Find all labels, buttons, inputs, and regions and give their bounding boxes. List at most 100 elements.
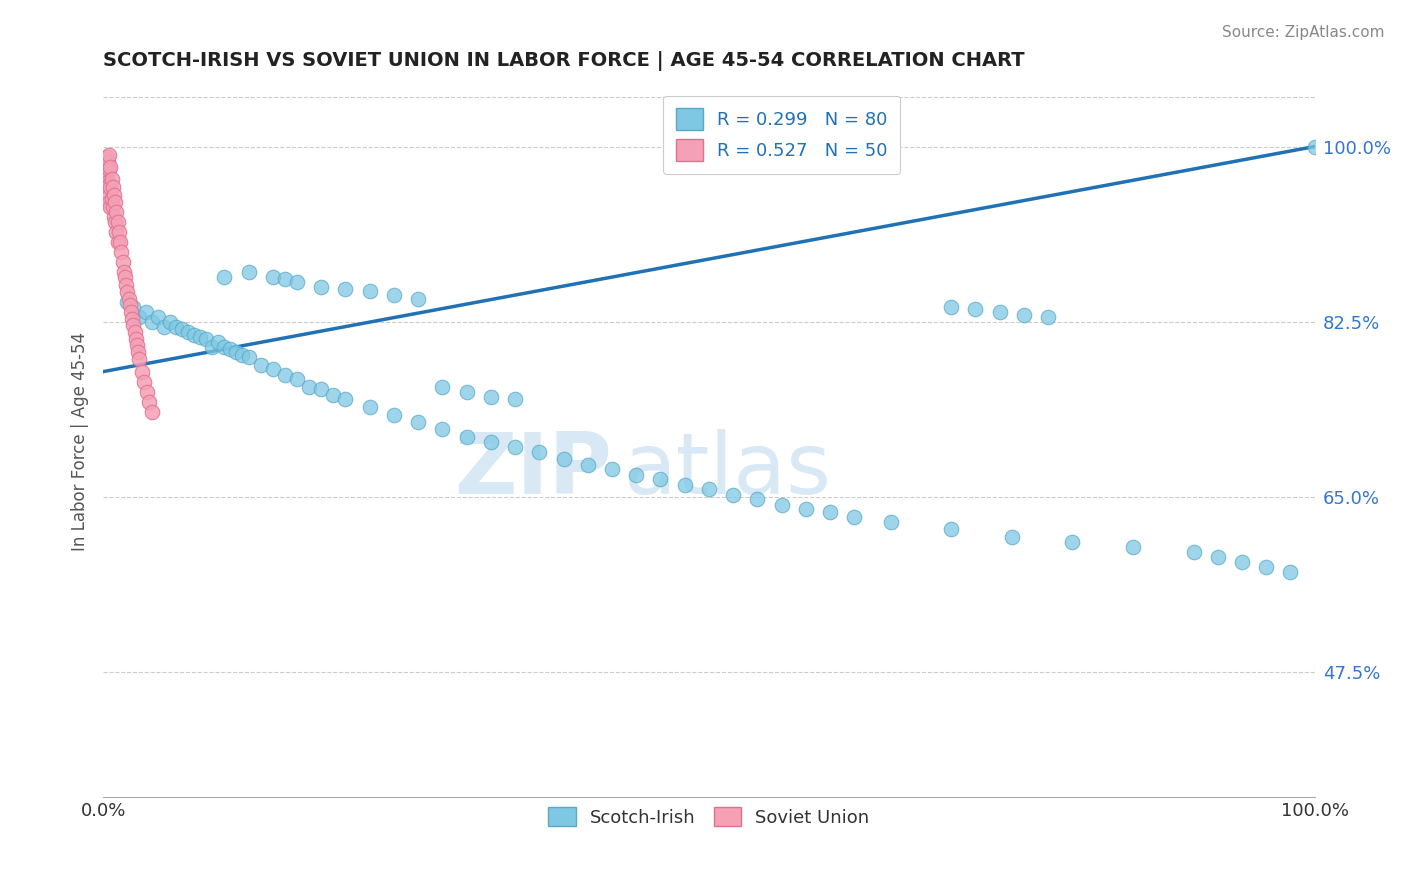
- Point: [138, 394, 160, 409]
- Point: [553, 451, 575, 466]
- Point: [96, 179, 118, 194]
- Point: [170, 321, 193, 335]
- Point: [100, 171, 122, 186]
- Point: [100, 179, 122, 194]
- Point: [285, 275, 308, 289]
- Point: [432, 422, 454, 436]
- Point: [98, 178, 121, 192]
- Point: [1279, 565, 1302, 579]
- Point: [115, 277, 138, 292]
- Point: [1303, 139, 1326, 153]
- Text: atlas: atlas: [624, 428, 832, 511]
- Point: [503, 392, 526, 406]
- Point: [152, 319, 174, 334]
- Point: [100, 160, 122, 174]
- Point: [1001, 530, 1024, 544]
- Point: [274, 368, 297, 382]
- Point: [274, 271, 297, 285]
- Point: [128, 351, 150, 366]
- Point: [107, 235, 129, 249]
- Point: [177, 325, 200, 339]
- Point: [104, 214, 127, 228]
- Point: [965, 301, 987, 316]
- Point: [238, 350, 260, 364]
- Point: [107, 214, 129, 228]
- Point: [105, 204, 128, 219]
- Point: [103, 210, 125, 224]
- Point: [97, 154, 120, 169]
- Point: [794, 501, 817, 516]
- Point: [231, 348, 253, 362]
- Point: [183, 327, 205, 342]
- Point: [122, 300, 145, 314]
- Point: [456, 384, 478, 399]
- Point: [879, 515, 901, 529]
- Point: [141, 315, 163, 329]
- Point: [1122, 540, 1144, 554]
- Point: [118, 297, 141, 311]
- Point: [214, 340, 236, 354]
- Point: [117, 292, 139, 306]
- Point: [479, 390, 502, 404]
- Y-axis label: In Labor Force | Age 45-54: In Labor Force | Age 45-54: [72, 332, 89, 551]
- Point: [576, 458, 599, 472]
- Point: [1230, 555, 1253, 569]
- Point: [100, 192, 122, 206]
- Point: [124, 325, 146, 339]
- Point: [117, 285, 139, 299]
- Point: [94, 160, 117, 174]
- Point: [382, 287, 405, 301]
- Point: [98, 194, 121, 209]
- Point: [503, 440, 526, 454]
- Point: [100, 200, 122, 214]
- Point: [101, 179, 124, 194]
- Point: [322, 387, 344, 401]
- Point: [479, 434, 502, 449]
- Point: [747, 491, 769, 506]
- Point: [262, 361, 284, 376]
- Point: [335, 282, 357, 296]
- Point: [285, 371, 308, 385]
- Point: [225, 344, 247, 359]
- Point: [159, 315, 181, 329]
- Text: SCOTCH-IRISH VS SOVIET UNION IN LABOR FORCE | AGE 45-54 CORRELATION CHART: SCOTCH-IRISH VS SOVIET UNION IN LABOR FO…: [103, 51, 1025, 70]
- Point: [818, 505, 841, 519]
- Point: [988, 304, 1011, 318]
- Point: [111, 254, 134, 268]
- Point: [135, 384, 157, 399]
- Point: [697, 482, 720, 496]
- Point: [97, 175, 120, 189]
- Point: [941, 300, 963, 314]
- Point: [103, 187, 125, 202]
- Text: ZIP: ZIP: [454, 428, 612, 511]
- Point: [673, 477, 696, 491]
- Point: [96, 149, 118, 163]
- Point: [721, 488, 744, 502]
- Point: [108, 225, 131, 239]
- Point: [1012, 308, 1035, 322]
- Point: [1062, 534, 1084, 549]
- Point: [195, 332, 218, 346]
- Point: [214, 269, 236, 284]
- Point: [201, 340, 224, 354]
- Point: [207, 334, 229, 349]
- Point: [600, 461, 623, 475]
- Point: [335, 392, 357, 406]
- Point: [238, 264, 260, 278]
- Point: [249, 358, 271, 372]
- Point: [110, 244, 132, 259]
- Point: [309, 279, 332, 293]
- Point: [112, 264, 135, 278]
- Point: [770, 498, 793, 512]
- Point: [121, 311, 143, 326]
- Text: Source: ZipAtlas.com: Source: ZipAtlas.com: [1222, 25, 1385, 40]
- Point: [262, 269, 284, 284]
- Point: [117, 294, 139, 309]
- Point: [624, 467, 647, 482]
- Point: [941, 522, 963, 536]
- Point: [125, 337, 148, 351]
- Point: [98, 147, 121, 161]
- Point: [97, 189, 120, 203]
- Point: [141, 404, 163, 418]
- Point: [134, 375, 156, 389]
